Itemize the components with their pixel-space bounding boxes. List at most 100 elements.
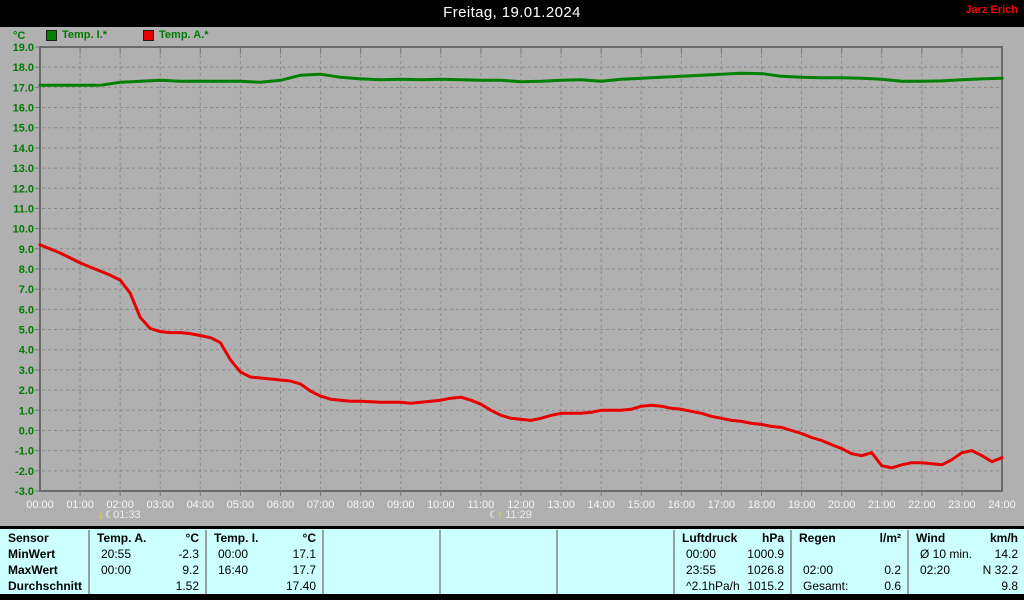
table-cell: 00:00 1000.9 [673,546,790,562]
table-cell: 23:55 1026.8 [673,562,790,578]
cell-time: Ø 10 min. [920,546,973,561]
y-axis-labels: 19.0 18.0 17.0 16.0 15.0 14.0 13.0 12.0 11.0 10.0… [13,42,34,498]
cell-time: Gesamt: [803,578,849,593]
column-unit: hPa [761,530,784,545]
cell-time: ^2.1hPa/h [686,578,740,593]
svg-text:19:00: 19:00 [788,499,816,511]
svg-text:03:00: 03:00 [146,499,174,511]
cell-value: 1026.8 [747,562,784,577]
svg-text:07:00: 07:00 [307,499,335,511]
cell-time: 20:55 [101,546,132,561]
svg-text:3.0: 3.0 [19,365,34,377]
cell-time: 23:55 [686,562,717,577]
moonset-icon: ☾ [105,510,114,521]
axis-ticks [35,46,963,496]
series-line-1 [38,243,1004,470]
svg-text:14:00: 14:00 [587,499,615,511]
page-title: Freitag, 19.01.2024 [443,4,581,21]
svg-text:05:00: 05:00 [227,499,255,511]
cell-value: 1.52 [175,578,199,593]
svg-text:5.0: 5.0 [19,325,34,337]
column-unit: °C [185,530,199,545]
table-cell [322,546,439,562]
svg-text:0.0: 0.0 [19,425,34,437]
legend-label-temp-i: Temp. I.* [62,29,108,41]
table-cell [556,546,673,562]
table-cell: 02:20 N 32.2 [907,562,1024,578]
svg-text:18.0: 18.0 [13,62,34,74]
column-name: Wind [916,530,946,545]
svg-text:17:00: 17:00 [708,499,736,511]
cell-value: 9.2 [182,562,199,577]
svg-text:-2.0: -2.0 [15,466,34,478]
table-cell [556,530,673,546]
svg-text:-1.0: -1.0 [15,446,34,458]
cell-time: 00:00 [218,546,249,561]
table-cell: Temp. I. °C [205,530,322,546]
svg-text:18:00: 18:00 [748,499,776,511]
table-cell: 1.52 [88,578,205,594]
cell-time: 02:20 [920,562,951,577]
cell-time: 02:00 [803,562,834,577]
table-cell: 16:40 17.7 [205,562,322,578]
legend-label-temp-a: Temp. A.* [159,29,209,41]
cell-value: -2.3 [178,546,199,561]
table-cell [439,562,556,578]
cell-time: 16:40 [218,562,249,577]
moonset-time-label: 01:33 [113,509,141,521]
table-cell: Regen l/m² [790,530,907,546]
svg-text:11.0: 11.0 [13,203,34,215]
user-name: Jarz Erich [965,4,1018,16]
cell-value: 9.8 [1001,578,1018,593]
column-name: Temp. I. [214,530,259,545]
table-cell [439,578,556,594]
table-row-label: Sensor [8,530,49,545]
svg-text:02:00: 02:00 [106,499,134,511]
cell-time: 00:00 [686,546,717,561]
column-name: Regen [799,530,836,545]
column-unit: °C [302,530,316,545]
time-marker-moonset: ↓ ☾ 01:33 [98,509,141,521]
chart-table-divider [0,526,1024,529]
series-line-0 [38,71,1004,87]
table-cell [556,578,673,594]
moonrise-arrow-icon: ↑ [497,509,503,521]
table-cell [322,530,439,546]
svg-text:-3.0: -3.0 [15,486,34,498]
moonrise-time-label: 11:29 [505,509,532,521]
svg-text:09:00: 09:00 [387,499,415,511]
svg-text:10.0: 10.0 [13,224,34,236]
table-cell: Ø 10 min. 14.2 [907,546,1024,562]
cell-value: 17.40 [285,578,316,593]
moonrise-icon: ☾ [489,510,498,521]
column-unit: km/h [989,530,1018,545]
column-unit: l/m² [879,530,901,545]
plot-frame [39,46,1003,492]
table-cell [556,562,673,578]
table-cell: 00:00 9.2 [88,562,205,578]
svg-text:8.0: 8.0 [19,264,34,276]
svg-text:7.0: 7.0 [19,284,34,296]
svg-text:15:00: 15:00 [627,499,655,511]
table-cell [322,562,439,578]
cell-value: 1000.9 [747,546,784,561]
legend-item-temp-i: Temp. I.* [46,29,107,41]
svg-text:08:00: 08:00 [347,499,375,511]
gridlines [42,49,1000,489]
svg-text:23:00: 23:00 [948,499,976,511]
svg-text:14.0: 14.0 [13,143,34,155]
svg-text:13.0: 13.0 [13,163,34,175]
svg-text:11:00: 11:00 [468,499,495,511]
svg-text:19.0: 19.0 [13,42,34,54]
table-cell: 02:00 0.2 [790,562,907,578]
table-cell [322,578,439,594]
cell-time: 00:00 [101,562,132,577]
svg-text:24:00: 24:00 [988,499,1016,511]
cell-value: 0.2 [884,562,901,577]
temp-i-swatch-icon [46,29,57,41]
table-row-label: MinWert [8,546,56,561]
title-bar: Freitag, 19.01.2024 Jarz Erich [0,0,1024,27]
svg-text:22:00: 22:00 [908,499,936,511]
table-cell: Gesamt: 0.6 [790,578,907,594]
table-row-label: MaxWert [8,562,58,577]
